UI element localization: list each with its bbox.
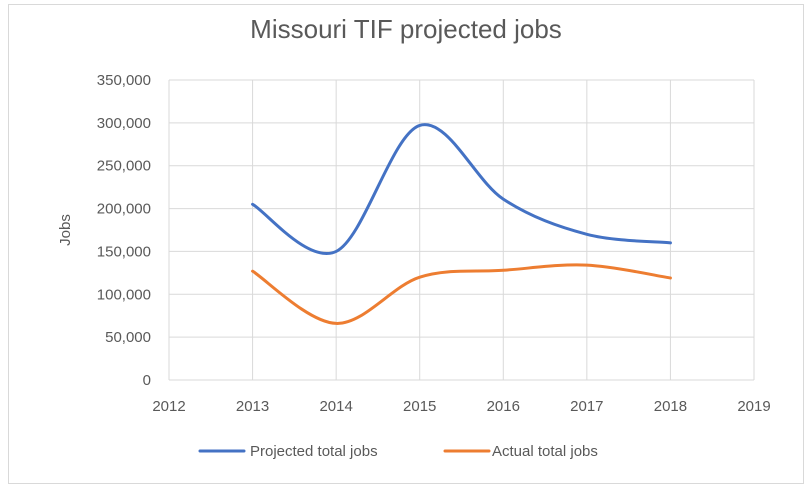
y-tick-label: 350,000	[97, 72, 151, 89]
gridlines	[168, 79, 755, 381]
y-tick-label: 50,000	[105, 329, 151, 346]
y-tick-label: 100,000	[97, 286, 151, 303]
x-tick-label: 2015	[403, 398, 436, 415]
y-axis-title: Jobs	[57, 214, 74, 246]
x-tick-label: 2014	[319, 398, 352, 415]
y-tick-label: 150,000	[97, 243, 151, 260]
series-lines	[251, 123, 672, 325]
x-tick-label: 2018	[654, 398, 687, 415]
x-tick-label: 2017	[570, 398, 603, 415]
y-tick-label: 200,000	[97, 201, 151, 218]
x-tick-label: 2012	[152, 398, 185, 415]
series-line-projected-total-jobs	[251, 123, 672, 255]
legend-label-projected-total-jobs: Projected total jobs	[250, 443, 378, 460]
x-tick-label: 2019	[737, 398, 770, 415]
chart-title: Missouri TIF projected jobs	[250, 14, 562, 44]
axis-labels: 2012 2013 2014 2015 2016 2017 2018 2019 0 50,000 1…	[57, 72, 771, 415]
y-tick-label: 0	[143, 372, 151, 389]
y-tick-label: 300,000	[97, 115, 151, 132]
legend-label-actual-total-jobs: Actual total jobs	[492, 443, 598, 460]
series-line-actual-total-jobs	[251, 263, 672, 325]
x-tick-label: 2016	[487, 398, 520, 415]
y-tick-label: 250,000	[97, 158, 151, 175]
legend: Projected total jobs Actual total jobs	[198, 443, 598, 460]
x-tick-label: 2013	[236, 398, 269, 415]
